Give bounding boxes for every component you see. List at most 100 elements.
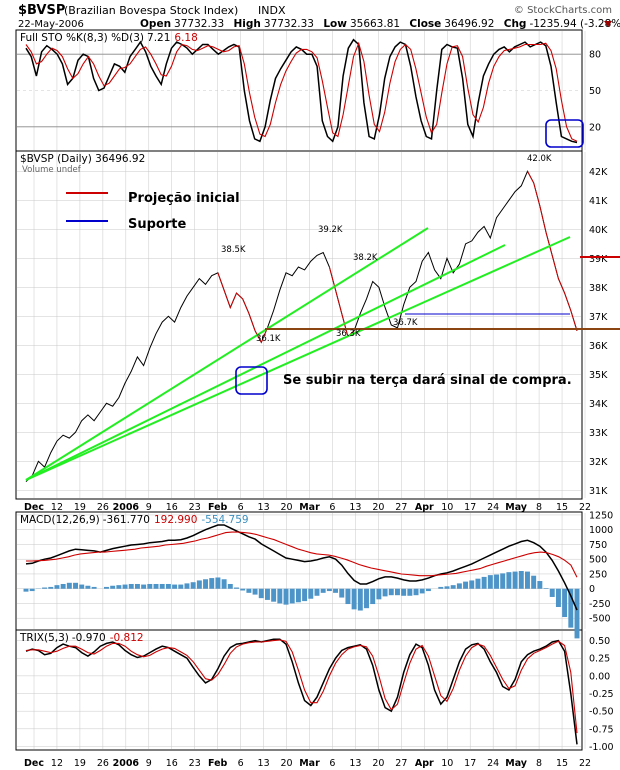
symbol-title: $BVSP: [18, 3, 65, 18]
macd-histogram-bar-52: [345, 588, 351, 605]
x-tick-label-bottom-trix-8: Feb: [208, 758, 228, 769]
y-tick-label-1-11: 31K: [589, 486, 608, 497]
x-tick-label-bottom-price-17: Apr: [415, 502, 434, 513]
exchange-label: INDX: [258, 4, 286, 17]
y-tick-label-0-2: 20: [589, 122, 601, 133]
macd-histogram-bar-87: [562, 588, 568, 618]
x-tick-label-bottom-price-19: 17: [464, 502, 476, 513]
x-tick-label-bottom-price-15: 20: [372, 502, 384, 513]
y-tick-label-2-6: -250: [589, 599, 611, 610]
macd-histogram-bar-67: [438, 586, 444, 589]
macd-histogram-bar-16: [122, 584, 128, 589]
x-tick-label-bottom-trix-20: 24: [487, 758, 499, 769]
macd-histogram-bar-26: [184, 583, 190, 589]
trendline-1: [25, 227, 429, 481]
macd-histogram-bar-13: [104, 586, 109, 589]
macd-histogram-bar-54: [357, 588, 363, 611]
macd-histogram-bar-49: [326, 588, 332, 592]
y-tick-label-2-5: 0: [589, 584, 595, 595]
price-title: $BVSP (Daily) 36496.92: [20, 153, 145, 165]
macd-histogram-bar-48: [320, 588, 326, 593]
macd-histogram-bar-82: [531, 575, 537, 589]
macd-histogram-bar-42: [283, 588, 289, 605]
y-tick-label-3-0: 0.50: [589, 636, 610, 647]
macd-histogram-bar-46: [308, 588, 314, 599]
index-name: (Brazilian Bovespa Stock Index): [64, 4, 238, 17]
x-tick-label-bottom-trix-2: 19: [74, 758, 86, 769]
macd-series-signal-line: [26, 531, 578, 578]
peak-label-36-3k: 36.3K: [336, 329, 361, 339]
trix-panel-frame: [15, 629, 583, 751]
x-tick-label-bottom-price-21: May: [505, 502, 528, 513]
price-red-segment-2: [527, 171, 578, 331]
macd-histogram-bar-63: [413, 588, 419, 596]
macd-histogram-bar-5: [54, 585, 60, 589]
peak-label-38-5k: 38.5K: [221, 245, 246, 255]
annotation-text: Se subir na terça dará sinal de compra.: [283, 373, 572, 388]
legend-red-label: Projeção inicial: [128, 191, 240, 206]
macd-histogram-bar-79: [512, 571, 518, 589]
macd-histogram-bar-80: [518, 571, 524, 589]
macd-histogram-bar-81: [524, 571, 530, 589]
macd-histogram-bar-36: [246, 588, 252, 593]
macd-histogram-bar-70: [456, 583, 462, 589]
x-tick-label-bottom-trix-11: 20: [280, 758, 292, 769]
x-tick-label-bottom-trix-15: 20: [372, 758, 384, 769]
trendline-group: [25, 227, 571, 481]
y-tick-label-1-3: 39K: [589, 254, 608, 265]
x-tick-label-bottom-price-2: 19: [74, 502, 86, 513]
macd-histogram-bar-84: [543, 588, 549, 589]
macd-histogram-bar-21: [153, 583, 159, 589]
macd-histogram-bar-22: [159, 583, 165, 589]
x-tick-label-bottom-trix-14: 13: [349, 758, 361, 769]
macd-histogram-bar-40: [271, 588, 277, 602]
macd-histogram-bar-23: [165, 583, 171, 589]
price-series-price-line: [25, 170, 578, 482]
macd-histogram-bar-75: [487, 575, 493, 589]
macd-histogram-bar-62: [407, 588, 413, 596]
y-tick-label-3-2: 0.00: [589, 671, 610, 682]
y-tick-label-0-0: 80: [589, 50, 601, 61]
macd-histogram-bar-74: [481, 576, 487, 589]
x-tick-label-bottom-price-12: Mar: [299, 502, 320, 513]
trix-series-signal-line: [25, 639, 578, 734]
peak-label-38-2k: 38.2K: [353, 253, 378, 263]
macd-histogram-bar-76: [494, 574, 499, 589]
macd-histogram-bar-41: [277, 588, 283, 604]
y-tick-label-1-6: 36K: [589, 341, 608, 352]
macd-histogram-bar-0: [23, 588, 29, 592]
x-tick-label-bottom-trix-17: Apr: [415, 758, 434, 769]
macd-histogram-bar-88: [568, 588, 574, 628]
y-tick-label-1-5: 37K: [589, 312, 608, 323]
x-tick-label-bottom-trix-19: 17: [464, 758, 476, 769]
y-tick-label-3-1: 0.25: [589, 654, 610, 665]
macd-histogram-bar-73: [475, 578, 481, 589]
macd-histogram-bar-71: [463, 581, 469, 589]
macd-histogram-bar-20: [147, 583, 153, 589]
macd-histogram-bar-39: [264, 588, 270, 600]
macd-histogram-bar-59: [388, 588, 394, 596]
x-tick-label-bottom-trix-10: 13: [258, 758, 270, 769]
x-tick-label-bottom-price-23: 15: [556, 502, 568, 513]
x-tick-label-bottom-price-0: Dec: [24, 502, 44, 513]
macd-histogram-bar-56: [370, 588, 376, 605]
x-tick-label-bottom-trix-5: 9: [146, 758, 152, 769]
x-tick-label-bottom-trix-4: 2006: [113, 758, 140, 769]
price-panel-frame: [15, 150, 583, 500]
macd-histogram-bar-33: [227, 583, 233, 589]
macd-histogram-bar-8: [73, 582, 79, 589]
macd-histogram-bar-11: [91, 586, 97, 589]
macd-title: MACD(12,26,9) -361.770 192.990 -554.759: [20, 514, 249, 526]
y-tick-label-1-9: 33K: [589, 428, 608, 439]
x-tick-label-bottom-trix-18: 10: [441, 758, 453, 769]
x-tick-label-bottom-trix-7: 23: [189, 758, 201, 769]
macd-histogram-bar-3: [42, 587, 48, 589]
x-tick-label-bottom-price-3: 26: [97, 502, 109, 513]
macd-histogram-bar-24: [172, 584, 178, 589]
macd-histogram-bar-14: [110, 585, 116, 589]
macd-histogram-bar-43: [289, 588, 295, 604]
macd-histogram-bar-31: [215, 577, 221, 589]
y-tick-label-1-2: 40K: [589, 225, 608, 236]
x-tick-label-bottom-price-7: 23: [189, 502, 201, 513]
